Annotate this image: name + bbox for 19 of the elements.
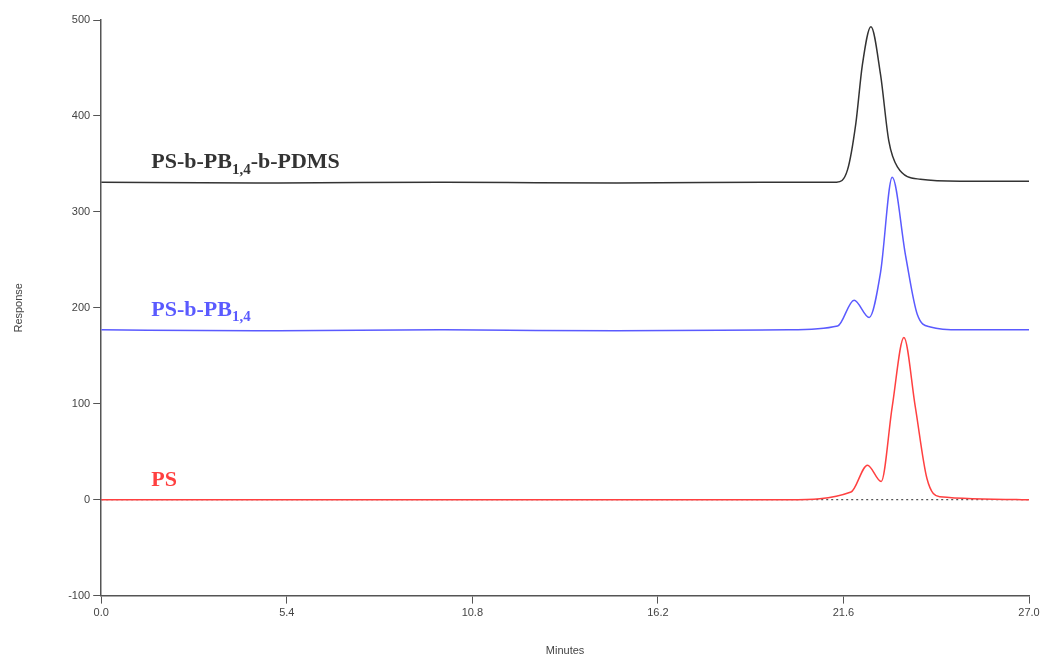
y-tick-label: -100 [68, 588, 91, 601]
y-tick-label: 0 [84, 492, 91, 505]
y-tick-label: 300 [71, 204, 91, 217]
x-axis-title: Minutes [545, 644, 585, 657]
y-tick-label: 400 [71, 108, 91, 121]
x-tick-label: 5.4 [279, 606, 295, 619]
x-tick-label: 16.2 [647, 606, 669, 619]
y-axis-title: Response [11, 283, 24, 333]
x-tick-label: 21.6 [832, 606, 855, 619]
y-tick-label: 500 [71, 13, 91, 26]
x-tick-label: 0.0 [93, 606, 109, 619]
line-series [101, 25, 1029, 184]
line-series [101, 336, 1029, 501]
x-tick-label: 27.0 [1018, 606, 1040, 619]
x-tick-label: 10.8 [461, 606, 484, 619]
line-series [101, 176, 1029, 332]
y-tick-label: 200 [71, 300, 91, 313]
series-label: PS [151, 465, 177, 491]
y-tick-label: 100 [71, 396, 91, 409]
